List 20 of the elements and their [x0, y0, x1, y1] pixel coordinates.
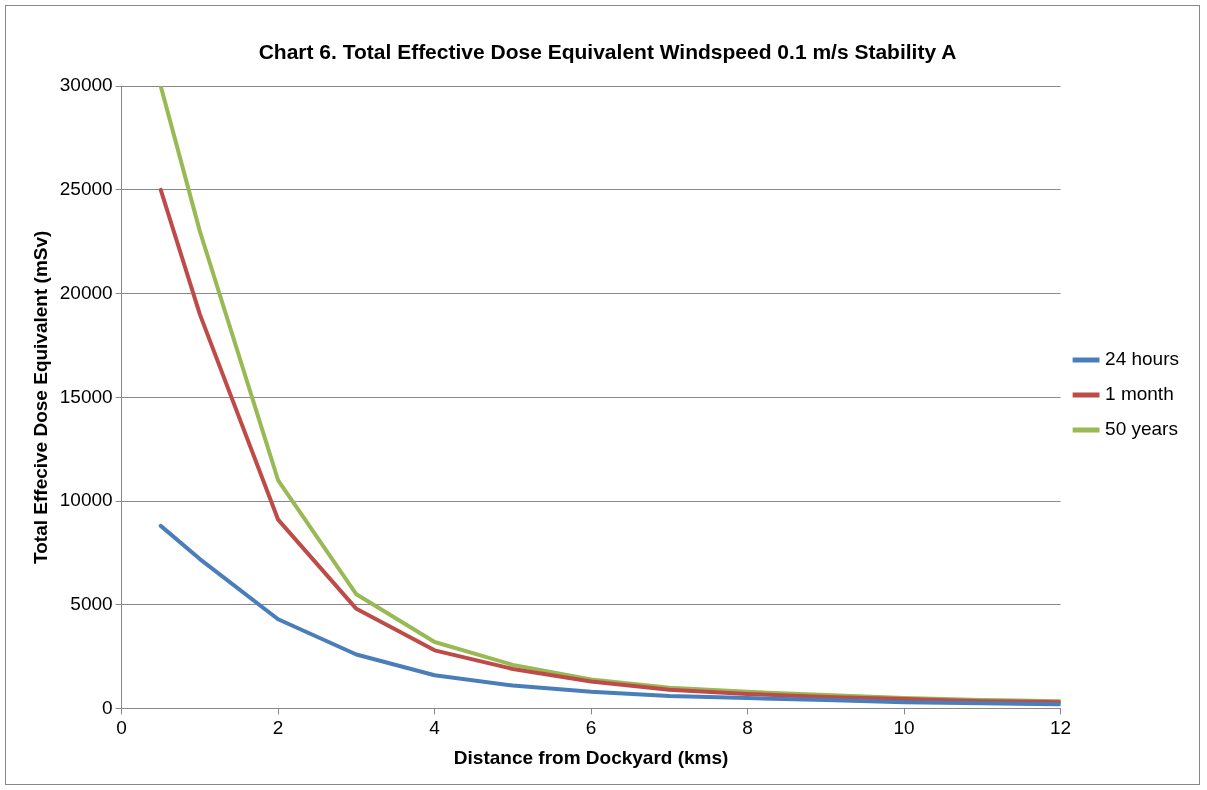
- x-tick-label: 10: [893, 717, 915, 739]
- y-tick-label: 20000: [59, 281, 113, 303]
- x-axis-title: Distance from Dockyard (kms): [453, 746, 729, 768]
- legend-label: 50 years: [1105, 418, 1178, 440]
- y-tick-label: 0: [102, 696, 113, 718]
- y-tick-label: 25000: [59, 178, 113, 200]
- y-tick-label: 15000: [59, 385, 113, 407]
- legend-label: 24 hours: [1105, 348, 1180, 370]
- x-tick-label: 4: [429, 717, 441, 739]
- x-tick-label: 0: [116, 717, 127, 739]
- y-axis-title: Total Effecive Dose Equivalent (mSv): [29, 230, 51, 564]
- x-tick-label: 6: [585, 717, 597, 739]
- x-tick-label: 8: [742, 717, 753, 739]
- x-tick-label: 2: [272, 717, 284, 739]
- chart-title: Chart 6. Total Effective Dose Equivalent Windspeed 0.1 m/s Stability A: [258, 40, 957, 64]
- legend-label: 1 month: [1105, 383, 1174, 405]
- y-tick-label: 5000: [70, 592, 113, 614]
- y-tick-label: 30000: [59, 74, 113, 96]
- y-tick-label: 10000: [59, 489, 113, 511]
- x-tick-label: 12: [1049, 717, 1072, 739]
